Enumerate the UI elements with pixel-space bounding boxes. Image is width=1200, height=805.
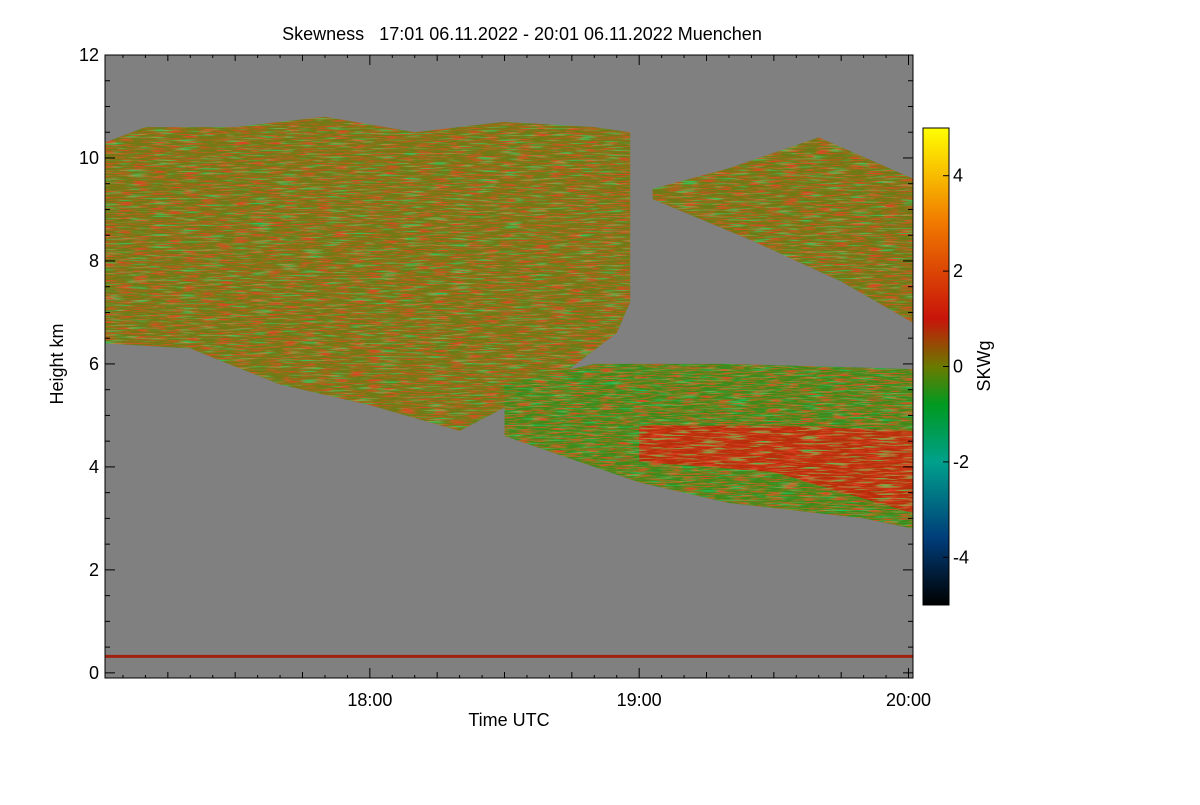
y-tick-label: 6 xyxy=(89,354,99,374)
x-tick-label: 19:00 xyxy=(617,690,662,710)
y-tick-label: 2 xyxy=(89,560,99,580)
y-tick-label: 8 xyxy=(89,251,99,271)
chart-title: Skewness 17:01 06.11.2022 - 20:01 06.11.… xyxy=(282,24,762,44)
x-axis-label: Time UTC xyxy=(468,710,549,730)
colorbar-tick-label: 0 xyxy=(953,357,963,377)
cloud-layer-4 xyxy=(639,425,913,514)
y-tick-label: 4 xyxy=(89,457,99,477)
plot-frame xyxy=(104,54,914,679)
cloud-layer-1 xyxy=(105,116,631,431)
colorbar xyxy=(922,127,950,606)
y-axis: 0 2 4 6 8 10 12 xyxy=(79,45,913,683)
colorbar-tick-label: 4 xyxy=(953,166,963,186)
cloud-layers xyxy=(105,116,913,529)
x-tick-label: 20:00 xyxy=(886,690,931,710)
cloud-layer-2 xyxy=(652,137,913,323)
colorbar-tick-label: -2 xyxy=(953,452,969,472)
x-tick-label: 18:00 xyxy=(347,690,392,710)
x-axis: 18:00 19:00 20:00 xyxy=(122,55,931,710)
y-tick-label: 12 xyxy=(79,45,99,65)
y-axis-label: Height km xyxy=(47,323,67,404)
y-tick-label: 10 xyxy=(79,148,99,168)
colorbar-axis: -4 -2 0 2 4 xyxy=(943,166,969,567)
colorbar-tick-label: -4 xyxy=(953,547,969,567)
y-tick-label: 0 xyxy=(89,663,99,683)
colorbar-label: SKWg xyxy=(974,340,994,391)
colorbar-tick-label: 2 xyxy=(953,261,963,281)
